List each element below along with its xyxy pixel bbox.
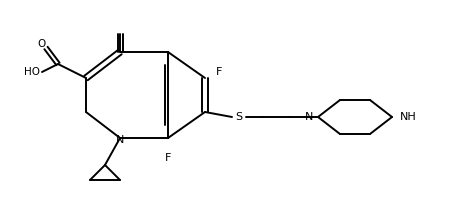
Text: S: S	[235, 112, 243, 122]
Text: O: O	[37, 39, 45, 49]
Text: F: F	[165, 153, 171, 163]
Text: N: N	[305, 112, 313, 122]
Text: HO: HO	[24, 67, 40, 77]
Text: F: F	[216, 67, 222, 77]
Text: NH: NH	[400, 112, 417, 122]
Text: N: N	[116, 135, 124, 145]
